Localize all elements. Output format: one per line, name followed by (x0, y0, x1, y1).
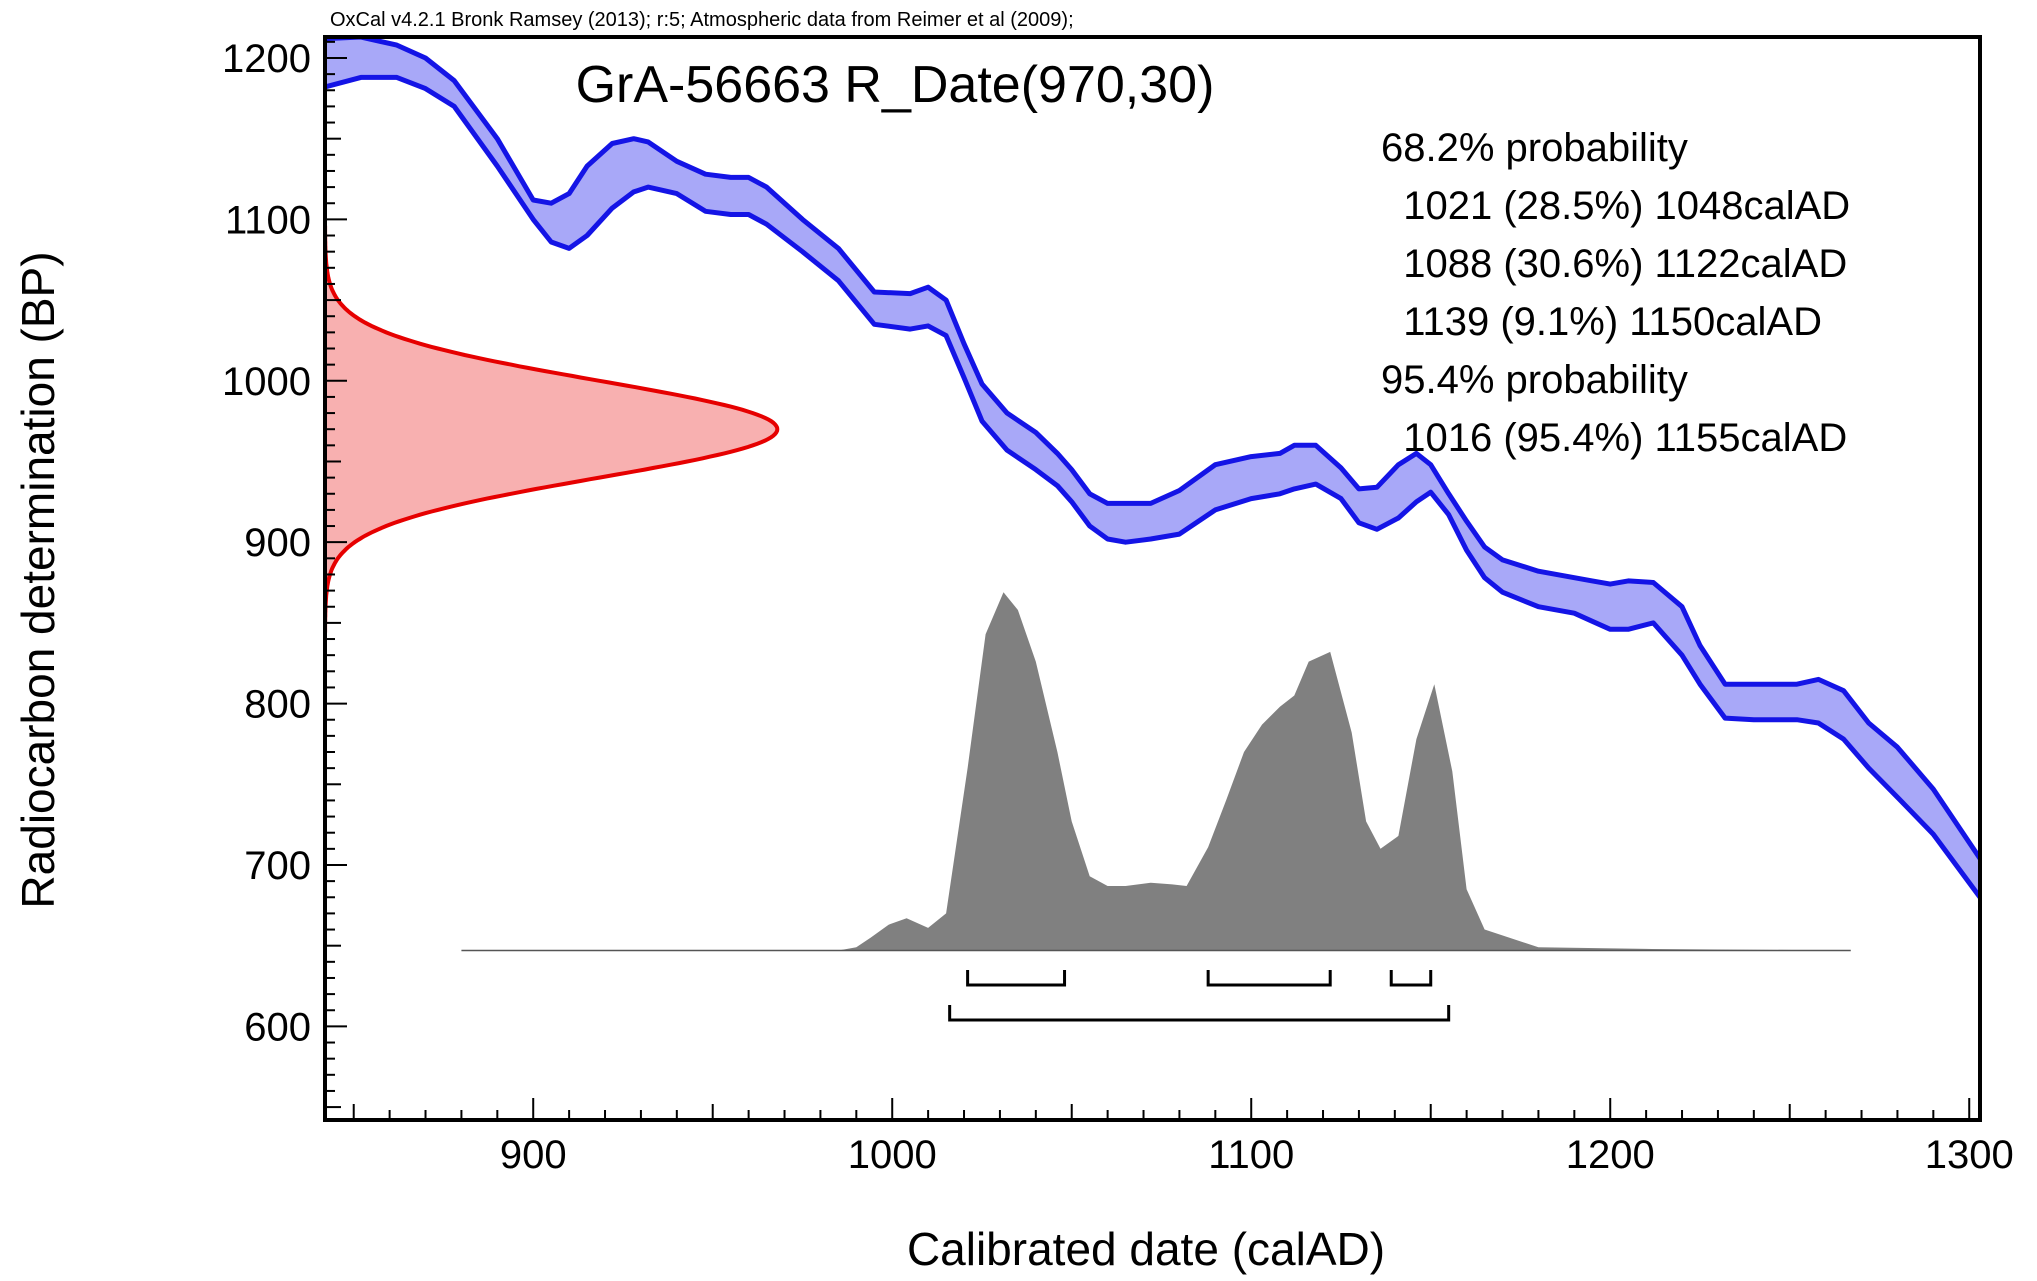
x-tick-label: 1000 (848, 1133, 937, 1177)
x-tick-label: 900 (500, 1133, 567, 1177)
prob-68-range-3: 1139 (9.1%) 1150calAD (1381, 300, 1822, 344)
y-tick-label: 1100 (225, 198, 311, 242)
prob-68-range-1: 1021 (28.5%) 1048calAD (1381, 184, 1850, 228)
x-tick-label: 1100 (1208, 1133, 1294, 1177)
x-tick-label: 1200 (1566, 1133, 1655, 1177)
range-95-bracket-1 (948, 1005, 1451, 1022)
prob-95-heading: 95.4% probability (1381, 358, 1688, 402)
plot-content (325, 37, 1980, 1022)
y-tick-label: 600 (244, 1005, 311, 1049)
calibration-upper-line (325, 37, 1980, 860)
prob-95-range-1: 1016 (95.4%) 1155calAD (1381, 416, 1847, 460)
y-tick-label: 1000 (222, 360, 311, 404)
prob-68-range-2: 1088 (30.6%) 1122calAD (1381, 242, 1847, 286)
range-68-bracket-3 (1389, 970, 1433, 987)
y-axis-label: Radiocarbon determination (BP) (12, 251, 64, 908)
measurement-fill (325, 225, 778, 633)
calibration-lower-line (325, 74, 1980, 899)
x-tick-label: 1300 (1925, 1133, 2014, 1177)
measurement-curve (325, 225, 780, 633)
axes: 900 1000 1100 1200 1300 600 700 800 900 1000 1100 1… (222, 35, 2014, 1177)
y-tick-label: 900 (244, 521, 311, 565)
chart-header: OxCal v4.2.1 Bronk Ramsey (2013); r:5; A… (330, 9, 1074, 31)
posterior-distribution (461, 592, 1851, 951)
range-68-bracket-1 (966, 970, 1067, 987)
chart-title: GrA-56663 R_Date(970,30) (576, 56, 1215, 114)
y-tick-label: 800 (244, 683, 311, 727)
y-tick-label: 1200 (222, 37, 311, 81)
range-68-bracket-2 (1206, 970, 1332, 987)
probability-summary: 68.2% probability 1021 (28.5%) 1048calAD… (1381, 126, 1850, 460)
plot-frame (323, 35, 1982, 1122)
plot-area (325, 37, 1980, 1022)
prob-68-heading: 68.2% probability (1381, 126, 1688, 170)
x-axis-label: Calibrated date (calAD) (907, 1223, 1385, 1275)
y-tick-label: 700 (244, 844, 311, 888)
